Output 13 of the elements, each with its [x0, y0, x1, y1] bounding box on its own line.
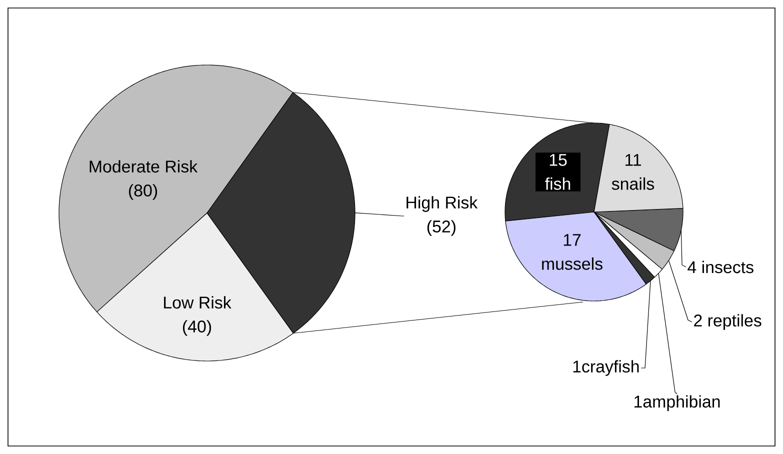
- slice-label: 17 mussels: [542, 234, 602, 270]
- data-label: (52): [427, 220, 456, 236]
- slice-label: High Risk: [406, 196, 478, 212]
- slice-label: 15 fish: [545, 154, 570, 190]
- slice-label: 2 reptiles: [694, 314, 762, 330]
- data-label: (80): [128, 184, 158, 200]
- slice-label: Low Risk: [164, 296, 232, 309]
- slice-label: 1amphibian: [634, 395, 720, 411]
- slice-label: 4 insects: [688, 260, 754, 274]
- data-label: (40): [182, 320, 212, 336]
- slice-label: Moderate Risk: [90, 160, 198, 173]
- slice-label: 11 snails: [612, 154, 654, 190]
- slice-label: 1crayfish: [573, 360, 639, 376]
